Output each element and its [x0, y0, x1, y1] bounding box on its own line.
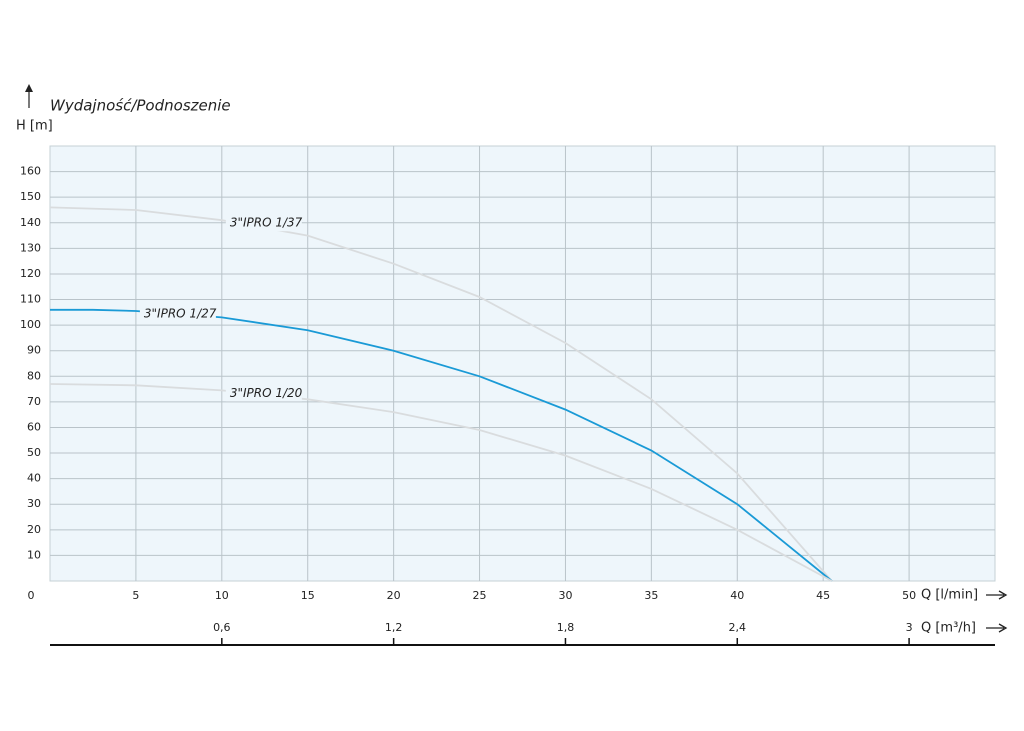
label-bg [139, 306, 216, 323]
x-tick-label: 15 [301, 589, 315, 602]
y-tick-label: 60 [27, 420, 41, 433]
y-tick-label: 50 [27, 446, 41, 459]
chart-title: Wydajność/Podnoszenie [50, 97, 231, 115]
x2-tick-label: 2,4 [729, 621, 747, 634]
y-tick-label: 140 [20, 216, 41, 229]
y-tick-label: 10 [27, 548, 41, 561]
y-tick-label: 30 [27, 497, 41, 510]
x-tick-label: 10 [215, 589, 229, 602]
series-line [49, 383, 833, 582]
x2-tick-label: 0,6 [213, 621, 231, 634]
x2-axis-label: Q [m³/h] [921, 621, 976, 636]
label-bg [225, 215, 302, 232]
x-tick-label: 50 [902, 589, 916, 602]
y-tick-label: 110 [20, 293, 41, 306]
y-tick-label: 90 [27, 344, 41, 357]
series-label: 3"IPRO 1/37 [230, 216, 303, 230]
series-line [49, 206, 833, 582]
x-tick-label: 40 [730, 589, 744, 602]
x-tick-label: 5 [132, 589, 139, 602]
x-arrow [986, 590, 1008, 600]
series-label: 3"IPRO 1/27 [144, 307, 217, 321]
x-tick-label: 35 [644, 589, 658, 602]
y-tick-label: 70 [27, 395, 41, 408]
series-label: 3"IPRO 1/20 [230, 386, 303, 400]
plot-area [49, 145, 996, 582]
y-tick-label: 80 [27, 369, 41, 382]
x-tick-label: 0 [28, 589, 35, 602]
series-line [50, 308, 833, 582]
y-tick-label: 40 [27, 472, 41, 485]
label-bg [225, 385, 302, 402]
y-axis-label: H [m] [16, 119, 53, 134]
x2-tick-label: 1,2 [385, 621, 403, 634]
x2-arrow [986, 623, 1008, 633]
x-tick-label: 30 [558, 589, 572, 602]
x-tick-label: 20 [387, 589, 401, 602]
y-arrow-head [25, 84, 33, 92]
x-tick-label: 25 [473, 589, 487, 602]
x2-tick-label: 3 [906, 621, 913, 634]
y-tick-label: 150 [20, 190, 41, 203]
x2-tick-label: 1,8 [557, 621, 575, 634]
y-tick-label: 130 [20, 241, 41, 254]
y-tick-label: 120 [20, 267, 41, 280]
x-tick-label: 45 [816, 589, 830, 602]
y-tick-label: 20 [27, 523, 41, 536]
y-tick-label: 160 [20, 165, 41, 178]
x-axis-label: Q [l/min] [921, 588, 978, 603]
y-tick-label: 100 [20, 318, 41, 331]
